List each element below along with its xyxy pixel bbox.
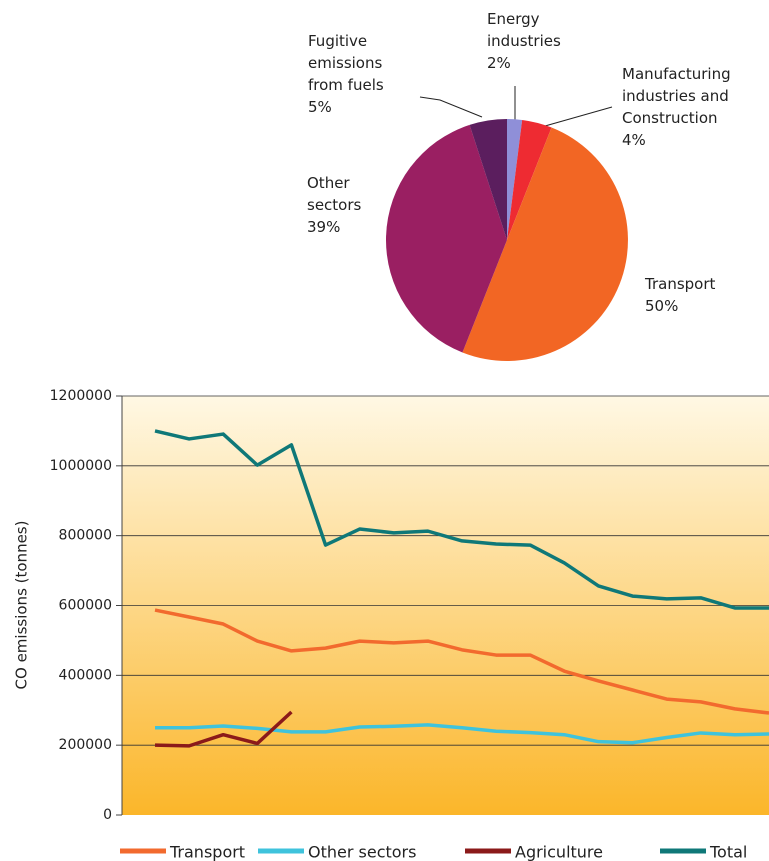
slice-category: Manufacturing industries and Constructio… [622, 65, 731, 127]
slice-value: 39% [307, 218, 341, 236]
pie-slice [469, 119, 507, 240]
leader-lines [419, 86, 613, 127]
slice-label: Energy industries 2% [487, 8, 567, 74]
series-line [155, 723, 769, 745]
y-tick-label: 800000 [59, 528, 112, 544]
slice-value: 5% [308, 98, 332, 116]
pie-slice [507, 119, 523, 240]
pie-slice [462, 127, 628, 361]
y-tick-label: 1200000 [50, 388, 112, 404]
slice-category: Other sectors [307, 174, 362, 214]
y-tick-label: 0 [103, 807, 112, 823]
pie-slice [507, 119, 552, 240]
pie-slice [386, 124, 507, 353]
y-axis-label: CO emissions (tonnes) [13, 521, 31, 690]
slice-label: Other sectors 39% [307, 172, 382, 238]
legend-label: Transport [169, 843, 245, 861]
slice-value: 50% [645, 297, 679, 315]
y-tick-label: 200000 [59, 737, 112, 753]
slice-label: Fugitive emissions from fuels 5% [308, 30, 408, 118]
legend-label: Total [709, 843, 747, 861]
slice-label: Transport 50% [645, 273, 745, 317]
slice-category: Energy industries [487, 10, 561, 50]
slice-value: 4% [622, 131, 646, 149]
series-line [154, 429, 769, 610]
y-tick-label: 600000 [59, 598, 112, 614]
slice-category: Transport [645, 275, 716, 293]
y-tick-label: 400000 [59, 667, 112, 683]
slice-value: 2% [487, 54, 511, 72]
y-tick-label: 1000000 [50, 458, 112, 474]
series-line [154, 710, 293, 748]
slice-label: Manufacturing industries and Constructio… [622, 63, 752, 151]
legend-label: Agriculture [515, 843, 603, 861]
series-line [154, 608, 769, 715]
slice-category: Fugitive emissions from fuels [308, 32, 384, 94]
legend-label: Other sectors [308, 843, 416, 861]
